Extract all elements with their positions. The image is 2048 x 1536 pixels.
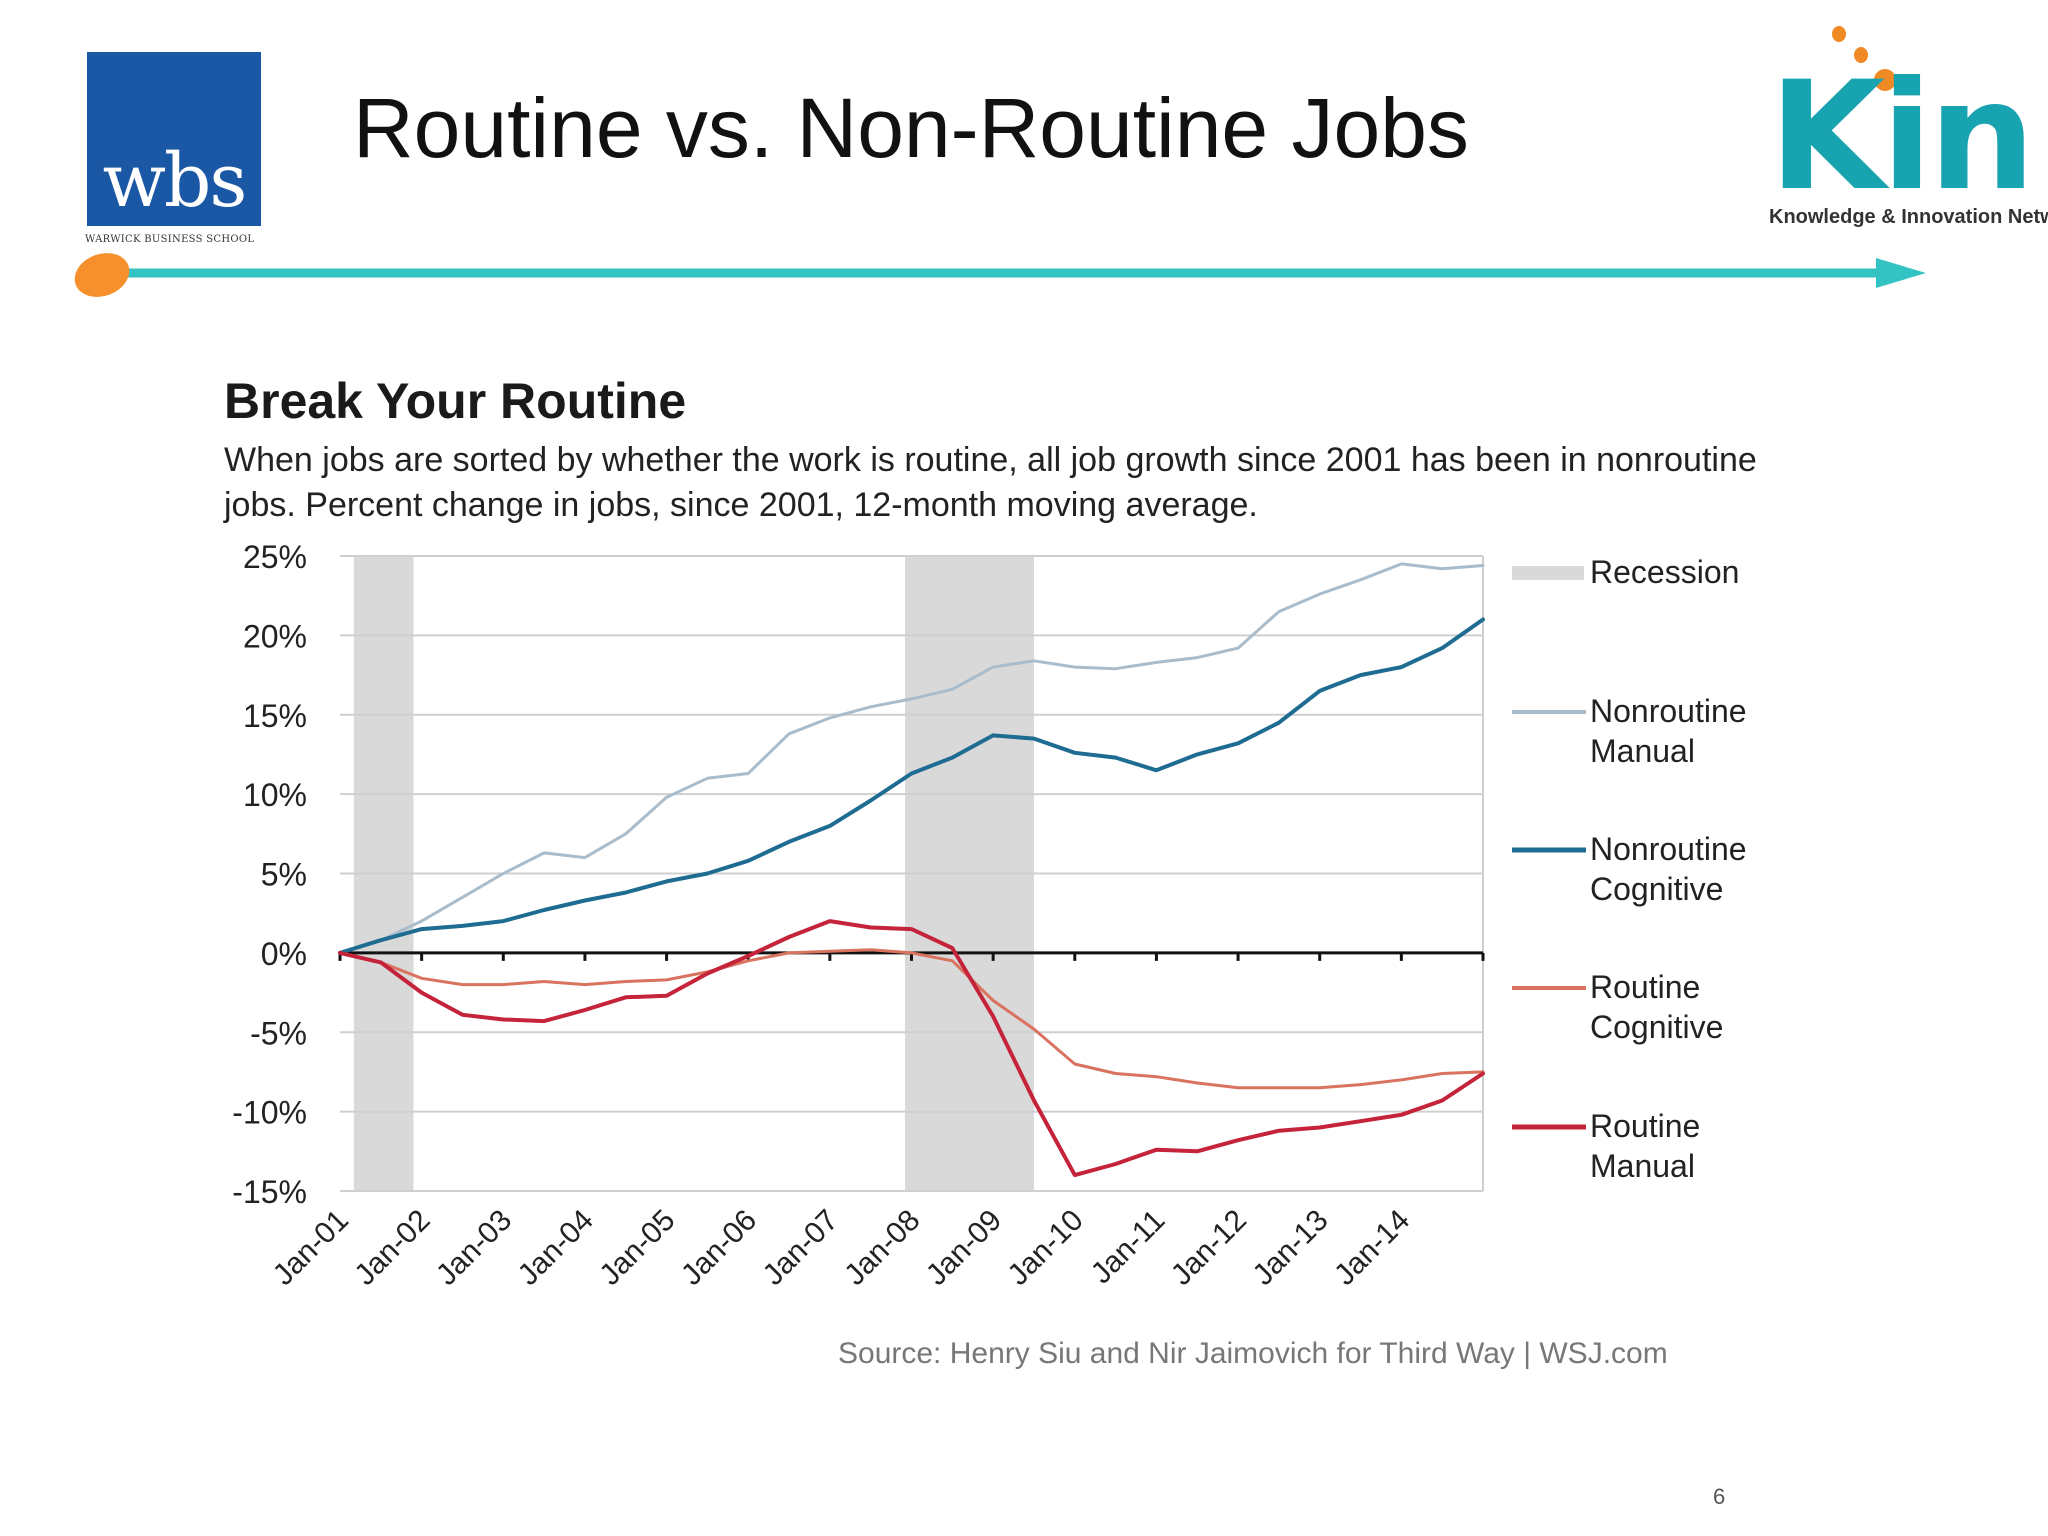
slide-title: Routine vs. Non-Routine Jobs	[353, 81, 1469, 175]
header-arrow-icon	[1876, 258, 1926, 288]
wbs-logo-text: wbs	[102, 138, 248, 224]
y-tick-label: 10%	[243, 777, 307, 813]
x-tick-label: Jan-10	[1002, 1204, 1090, 1292]
x-tick-label: Jan-02	[348, 1204, 436, 1292]
legend-label-nonroutine-cognitive: Cognitive	[1590, 871, 1723, 907]
x-tick-label: Jan-03	[430, 1204, 518, 1292]
legend-label-routine-manual: Manual	[1590, 1148, 1695, 1184]
y-tick-label: 25%	[243, 539, 307, 575]
x-tick-label: Jan-05	[593, 1204, 681, 1292]
chart-title: Break Your Routine	[224, 373, 687, 429]
header-dot	[74, 253, 130, 297]
y-axis-tick-labels: 25% 20% 15% 10% 5% 0% -5% -10% -15%	[232, 539, 307, 1210]
legend-recession-swatch	[1512, 566, 1584, 580]
legend-label-nonroutine-cognitive: Nonroutine	[1590, 831, 1747, 867]
x-tick-label: Jan-04	[512, 1204, 600, 1292]
x-axis-tick-labels: Jan-01Jan-02Jan-03Jan-04Jan-05Jan-06Jan-…	[267, 1204, 1417, 1292]
kin-logo-text: Kin	[1769, 50, 2035, 224]
kin-logo: Kin Knowledge & Innovation Network	[1755, 22, 2048, 242]
y-tick-label: 0%	[261, 936, 307, 972]
header-rule	[74, 253, 1926, 297]
legend-label-routine-cognitive: Cognitive	[1590, 1009, 1723, 1045]
x-tick-label: Jan-07	[757, 1204, 845, 1292]
y-tick-label: -15%	[232, 1174, 307, 1210]
x-tick-label: Jan-12	[1165, 1204, 1253, 1292]
legend-label-routine-manual: Routine	[1590, 1108, 1700, 1144]
kin-logo-dots	[1832, 26, 1896, 91]
series-line-routine-cognitive	[338, 948, 1485, 1090]
x-tick-label: Jan-08	[838, 1204, 926, 1292]
wbs-logo: wbs	[87, 52, 261, 226]
y-tick-label: 15%	[243, 698, 307, 734]
series-line-routine-manual	[338, 919, 1485, 1178]
y-tick-label: -5%	[250, 1015, 307, 1051]
wbs-logo-subtext: WARWICK BUSINESS SCHOOL	[85, 234, 255, 245]
x-tick-label: Jan-13	[1246, 1204, 1334, 1292]
legend: Recession Nonroutine Manual Nonroutine Cogni…	[1512, 554, 1747, 1184]
series-line-nonroutine-cognitive	[338, 617, 1485, 955]
y-tick-label: 5%	[261, 857, 307, 893]
chart-source: Source: Henry Siu and Nir Jaimovich for …	[838, 1337, 1668, 1370]
x-tick-label: Jan-06	[675, 1204, 763, 1292]
legend-label-nonroutine-manual: Manual	[1590, 733, 1695, 769]
chart-subtitle: When jobs are sorted by whether the work…	[224, 441, 1757, 524]
grid-lines	[340, 555, 1483, 1192]
legend-recession-label: Recession	[1590, 554, 1739, 590]
kin-logo-subtext: Knowledge & Innovation Network	[1769, 206, 2048, 228]
legend-label-routine-cognitive: Routine	[1590, 969, 1700, 1005]
y-tick-label: -10%	[232, 1095, 307, 1131]
legend-label-nonroutine-manual: Nonroutine	[1590, 693, 1747, 729]
x-tick-label: Jan-01	[267, 1204, 355, 1292]
y-tick-label: 20%	[243, 618, 307, 654]
x-tick-label: Jan-11	[1085, 1204, 1172, 1291]
x-tick-label: Jan-14	[1328, 1204, 1416, 1292]
x-tick-label: Jan-09	[920, 1204, 1008, 1292]
series-line-nonroutine-manual	[338, 562, 1485, 955]
page-number: 6	[1713, 1484, 1726, 1509]
series-lines	[338, 562, 1485, 1178]
